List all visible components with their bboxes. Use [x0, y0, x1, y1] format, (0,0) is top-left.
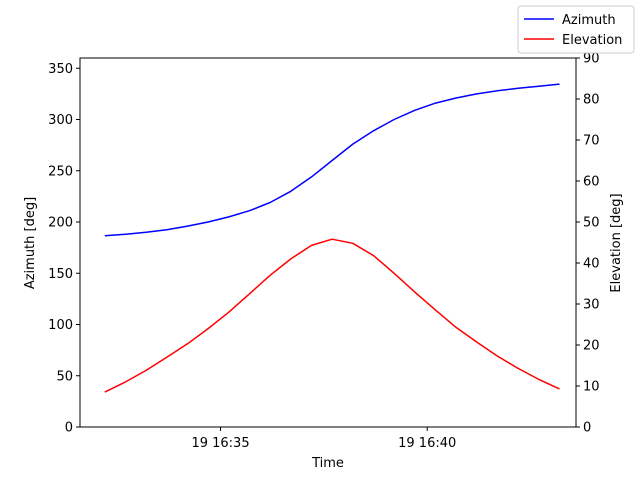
y-left-tick-label: 150 — [48, 267, 73, 282]
y-right-tick-label: 0 — [583, 421, 591, 436]
legend-label-elevation: Elevation — [562, 33, 622, 48]
y-right-tick-label: 30 — [583, 298, 600, 313]
y-left-tick-label: 200 — [48, 216, 73, 231]
y-right-tick-label: 50 — [583, 216, 600, 231]
legend: Azimuth Elevation — [517, 5, 635, 54]
series-line-azimuth — [104, 83, 560, 237]
legend-frame — [517, 5, 635, 54]
series-line-elevation — [104, 238, 560, 393]
x-axis-label: Time — [311, 456, 344, 471]
y-right-tick-label: 20 — [583, 339, 600, 354]
x-tick-label: 19 16:35 — [191, 436, 249, 451]
y-axis-left-label: Azimuth [deg] — [23, 197, 38, 289]
y-left-tick-label: 250 — [48, 164, 73, 179]
y-right-tick-label: 60 — [583, 175, 600, 190]
plot-frame — [79, 57, 577, 428]
y-left-tick-label: 50 — [56, 369, 73, 384]
y-left-tick-label: 350 — [48, 62, 73, 77]
y-right-tick-label: 10 — [583, 380, 600, 395]
x-tick-label: 19 16:40 — [398, 436, 456, 451]
y-left-tick-label: 300 — [48, 113, 73, 128]
y-right-tick-label: 70 — [583, 134, 600, 149]
y-right-tick-label: 90 — [583, 52, 600, 67]
y-right-tick-label: 40 — [583, 257, 600, 272]
y-axis-right-label: Elevation [deg] — [609, 193, 624, 292]
plot-area: 0 50 100 150 200 250 300 350 0 10 20 30 40 50 60 70 80 90… — [48, 52, 599, 452]
y-left-tick-label: 100 — [48, 318, 73, 333]
y-right-tick-label: 80 — [583, 93, 600, 108]
legend-label-azimuth: Azimuth — [562, 13, 616, 28]
y-left-tick-label: 0 — [65, 421, 73, 436]
